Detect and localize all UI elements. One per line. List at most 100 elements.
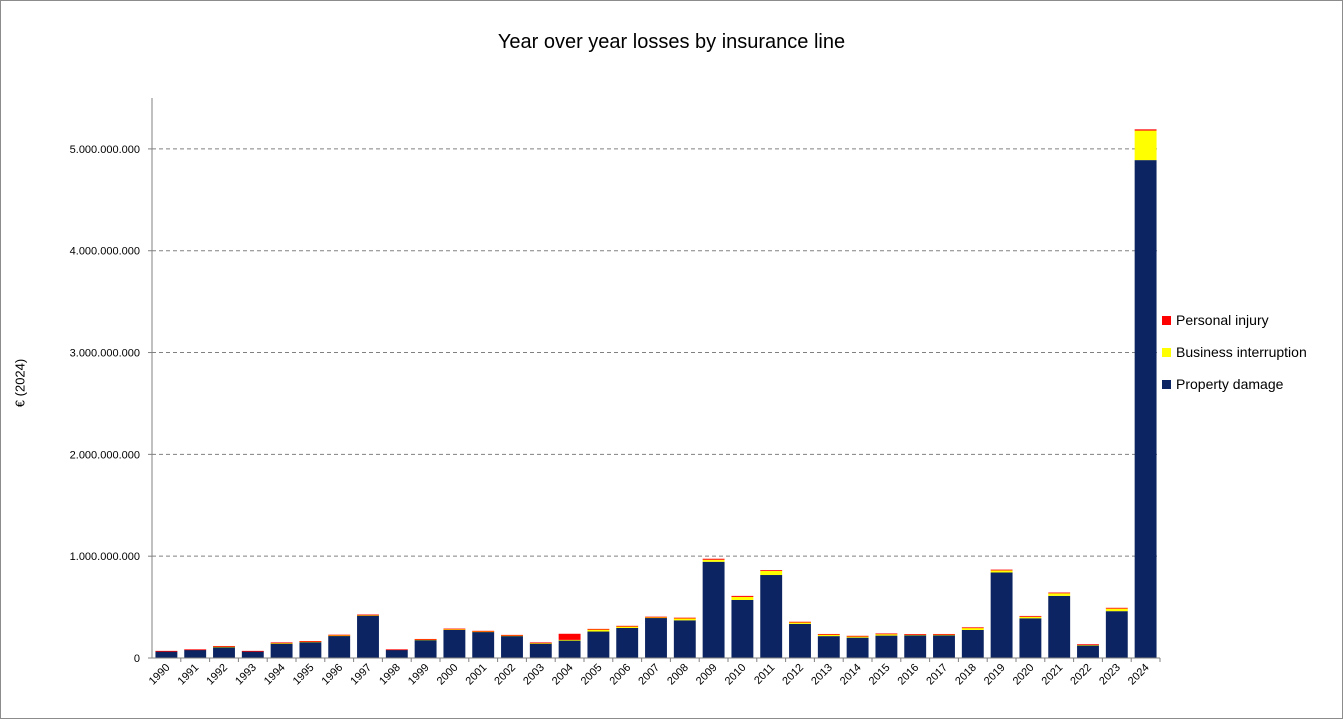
bar-property-damage-1990 bbox=[155, 651, 178, 658]
bar-business-interruption-1994 bbox=[270, 643, 293, 644]
bar-property-damage-1997 bbox=[357, 615, 379, 658]
x-tick-label: 1997 bbox=[348, 662, 374, 688]
x-tick-label: 2003 bbox=[521, 662, 547, 688]
chart-title: Year over year losses by insurance line bbox=[497, 31, 846, 53]
bar-property-damage-2011 bbox=[760, 575, 783, 658]
x-tick-label: 1995 bbox=[291, 662, 317, 688]
bar-personal-injury-2008 bbox=[673, 617, 696, 619]
bar-personal-injury-2019 bbox=[990, 569, 1013, 571]
bar-business-interruption-2000 bbox=[443, 629, 466, 630]
x-tick-label: 2007 bbox=[636, 662, 662, 688]
bar-personal-injury-1996 bbox=[328, 634, 351, 636]
bar-property-damage-2013 bbox=[817, 636, 840, 658]
bar-personal-injury-1999 bbox=[414, 638, 437, 640]
bar-business-interruption-2019 bbox=[990, 570, 1013, 573]
x-tick-label: 2022 bbox=[1068, 662, 1094, 688]
bar-business-interruption-2010 bbox=[731, 596, 754, 600]
legend-label-personal-injury: Personal injury bbox=[1176, 312, 1269, 328]
bar-personal-injury-2017 bbox=[933, 633, 955, 635]
legend-item-property-damage: Property damage bbox=[1162, 376, 1307, 392]
x-tick-label: 2010 bbox=[723, 662, 749, 688]
bar-business-interruption-2017 bbox=[933, 634, 955, 636]
x-tick-label: 2012 bbox=[780, 662, 806, 688]
bar-property-damage-2012 bbox=[789, 623, 811, 658]
bar-property-damage-2015 bbox=[875, 635, 898, 658]
bar-personal-injury-2006 bbox=[616, 625, 639, 627]
x-tick-label: 2014 bbox=[838, 662, 864, 688]
bar-personal-injury-1994 bbox=[270, 642, 293, 644]
tick-labels: 0 1.000.000.000 2.000.000.000 3.000.000.000… bbox=[70, 144, 1152, 688]
legend-swatch-property-damage bbox=[1162, 379, 1171, 389]
bar-personal-injury-1993 bbox=[241, 650, 264, 652]
x-tick-label: 2015 bbox=[867, 662, 893, 688]
gridlines bbox=[152, 148, 1160, 557]
bar-personal-injury-2007 bbox=[645, 616, 667, 618]
bar-personal-injury-2003 bbox=[529, 642, 552, 644]
bar-property-damage-2019 bbox=[990, 572, 1013, 658]
bar-personal-injury-2002 bbox=[501, 634, 523, 636]
bar-business-interruption-1999 bbox=[414, 639, 437, 641]
bar-personal-injury-2012 bbox=[789, 621, 811, 623]
bar-property-damage-2016 bbox=[904, 635, 927, 658]
bar-business-interruption-2022 bbox=[1077, 644, 1099, 646]
bar-business-interruption-2020 bbox=[1019, 616, 1042, 619]
x-tick-label: 2011 bbox=[752, 662, 777, 687]
bar-property-damage-2023 bbox=[1105, 611, 1128, 658]
x-tick-label: 2018 bbox=[953, 662, 979, 688]
x-tick-label: 2017 bbox=[924, 662, 950, 688]
x-tick-label: 2002 bbox=[492, 662, 518, 688]
bar-business-interruption-2003 bbox=[529, 643, 552, 644]
x-tick-label: 2009 bbox=[694, 662, 720, 688]
bar-business-interruption-2023 bbox=[1105, 608, 1128, 612]
bar-business-interruption-2006 bbox=[616, 626, 639, 628]
legend: Personal injury Business interruption Pr… bbox=[1162, 312, 1307, 408]
bar-property-damage-2006 bbox=[616, 627, 639, 658]
y-tick-label: 2.000.000.000 bbox=[70, 449, 140, 461]
bar-personal-injury-1997 bbox=[357, 614, 379, 616]
bar-property-damage-2017 bbox=[933, 635, 955, 658]
bar-property-damage-1992 bbox=[213, 646, 235, 658]
bar-personal-injury-2024 bbox=[1134, 129, 1157, 131]
bar-property-damage-2004 bbox=[558, 640, 581, 658]
bar-property-damage-2010 bbox=[731, 599, 754, 658]
bar-property-damage-2001 bbox=[472, 631, 495, 658]
legend-item-business-interruption: Business interruption bbox=[1162, 344, 1307, 360]
bar-business-interruption-2021 bbox=[1048, 593, 1071, 596]
bar-property-damage-2007 bbox=[645, 617, 667, 658]
bar-personal-injury-2015 bbox=[875, 633, 898, 635]
bar-personal-injury-2014 bbox=[846, 635, 869, 637]
bar-personal-injury-2010 bbox=[731, 595, 754, 597]
bar-property-damage-1991 bbox=[184, 649, 207, 658]
bar-business-interruption-2007 bbox=[645, 617, 667, 619]
x-tick-label: 1994 bbox=[262, 662, 288, 688]
x-tick-label: 1990 bbox=[147, 662, 173, 688]
legend-swatch-business-interruption bbox=[1162, 347, 1171, 357]
bar-property-damage-1998 bbox=[385, 649, 408, 658]
bar-property-damage-2002 bbox=[501, 635, 523, 658]
x-tick-label: 1996 bbox=[320, 662, 346, 688]
x-tick-label: 2008 bbox=[665, 662, 691, 688]
bar-business-interruption-2002 bbox=[501, 635, 523, 637]
bar-property-damage-2009 bbox=[702, 561, 725, 658]
bar-personal-injury-1998 bbox=[385, 649, 408, 651]
bar-personal-injury-2005 bbox=[587, 628, 610, 630]
bar-business-interruption-1995 bbox=[299, 641, 322, 643]
bars bbox=[155, 129, 1157, 659]
bar-property-damage-1996 bbox=[328, 635, 351, 658]
bar-personal-injury-1992 bbox=[213, 645, 235, 647]
bar-business-interruption-1997 bbox=[357, 615, 379, 616]
x-tick-label: 2023 bbox=[1097, 662, 1123, 688]
bar-business-interruption-2001 bbox=[472, 631, 495, 633]
y-tick-label: 0 bbox=[134, 653, 140, 665]
bar-business-interruption-2011 bbox=[760, 570, 783, 576]
bar-business-interruption-2012 bbox=[789, 622, 811, 624]
bar-business-interruption-2004 bbox=[558, 639, 581, 641]
bar-personal-injury-2021 bbox=[1048, 592, 1071, 594]
x-tick-label: 2016 bbox=[896, 662, 922, 688]
legend-label-property-damage: Property damage bbox=[1176, 376, 1284, 392]
bar-business-interruption-1996 bbox=[328, 635, 351, 637]
y-tick-label: 3.000.000.000 bbox=[70, 348, 140, 360]
bar-business-interruption-2016 bbox=[904, 634, 927, 636]
bar-personal-injury-2018 bbox=[961, 627, 984, 629]
bar-personal-injury-2013 bbox=[817, 633, 840, 635]
